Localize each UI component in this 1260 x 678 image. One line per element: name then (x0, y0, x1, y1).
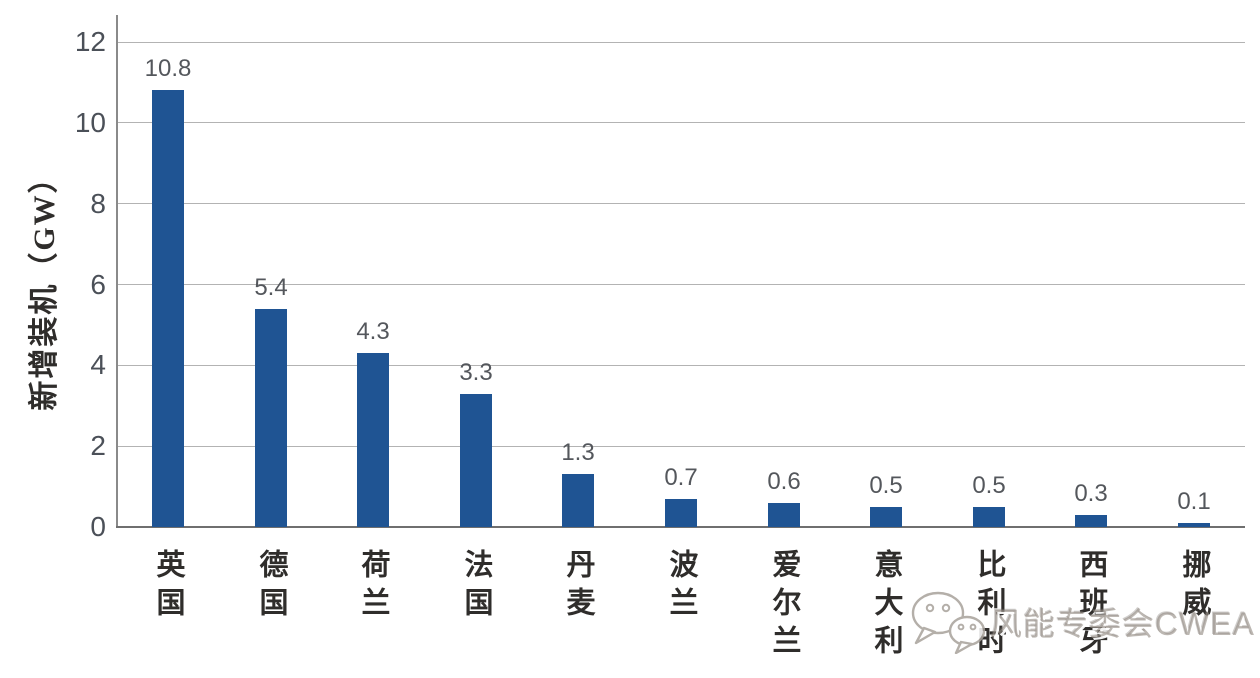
bar-value-label: 0.5 (869, 472, 903, 499)
bar-比利时 (973, 507, 1005, 527)
bar-value-label: 0.6 (767, 468, 801, 495)
gridline-2 (117, 445, 1245, 447)
bar-value-label: 10.8 (144, 55, 192, 82)
bar-value-label: 0.7 (664, 464, 698, 491)
wechat-icon (911, 591, 986, 654)
y-tick-label-12: 12 (74, 26, 106, 57)
y-tick-label-0: 0 (90, 511, 106, 542)
x-axis-label-英国: 英国 (152, 549, 184, 625)
bar-意大利 (870, 507, 902, 527)
x-axis-label-挪威: 挪威 (1178, 549, 1210, 625)
x-axis-label-荷兰: 荷兰 (357, 549, 389, 625)
watermark-text: 风能专委会CWEA (990, 606, 1256, 642)
bar-挪威 (1178, 523, 1210, 527)
watermark: 风能专委会CWEA (908, 590, 1255, 654)
bar-西班牙 (1075, 515, 1107, 527)
y-tick-label-2: 2 (90, 430, 106, 462)
x-axis-label-爱尔兰: 爱尔兰 (768, 549, 800, 663)
y-tick-label-10: 10 (74, 106, 106, 138)
gridline-8 (117, 203, 1245, 205)
bar-value-label: 0.3 (1074, 480, 1108, 507)
gridline-10 (117, 122, 1245, 124)
x-axis-label-波兰: 波兰 (665, 549, 697, 625)
y-tick-label-8: 8 (90, 187, 106, 219)
bar-波兰 (665, 499, 697, 527)
bar-英国 (152, 90, 184, 527)
x-axis-label-西班牙: 西班牙 (1075, 549, 1107, 663)
bar-爱尔兰 (768, 503, 800, 527)
bar-value-label: 0.5 (972, 472, 1006, 499)
bar-value-label: 4.3 (356, 318, 390, 345)
gridline-6 (117, 284, 1245, 285)
bar-value-label: 5.4 (254, 274, 288, 301)
bar-丹麦 (562, 474, 594, 527)
y-tick-label-4: 4 (90, 349, 106, 381)
x-axis-label-丹麦: 丹麦 (562, 549, 594, 625)
gridline-12 (117, 41, 1245, 43)
bar-荷兰 (357, 353, 389, 527)
bar-德国 (255, 309, 287, 527)
y-tick-label-6: 6 (90, 268, 106, 300)
gridline-4 (117, 364, 1245, 366)
x-axis-label-法国: 法国 (460, 549, 492, 625)
bar-value-label: 0.1 (1177, 488, 1211, 515)
bar-法国 (460, 394, 492, 527)
x-axis-label-意大利: 意大利 (870, 549, 902, 663)
y-axis-line (116, 15, 118, 527)
x-axis-label-比利时: 比利时 (973, 549, 1005, 663)
bar-value-label: 3.3 (459, 359, 493, 386)
x-axis-line (116, 526, 1245, 528)
x-axis-label-德国: 德国 (255, 549, 287, 625)
bar-value-label: 1.3 (561, 439, 595, 466)
